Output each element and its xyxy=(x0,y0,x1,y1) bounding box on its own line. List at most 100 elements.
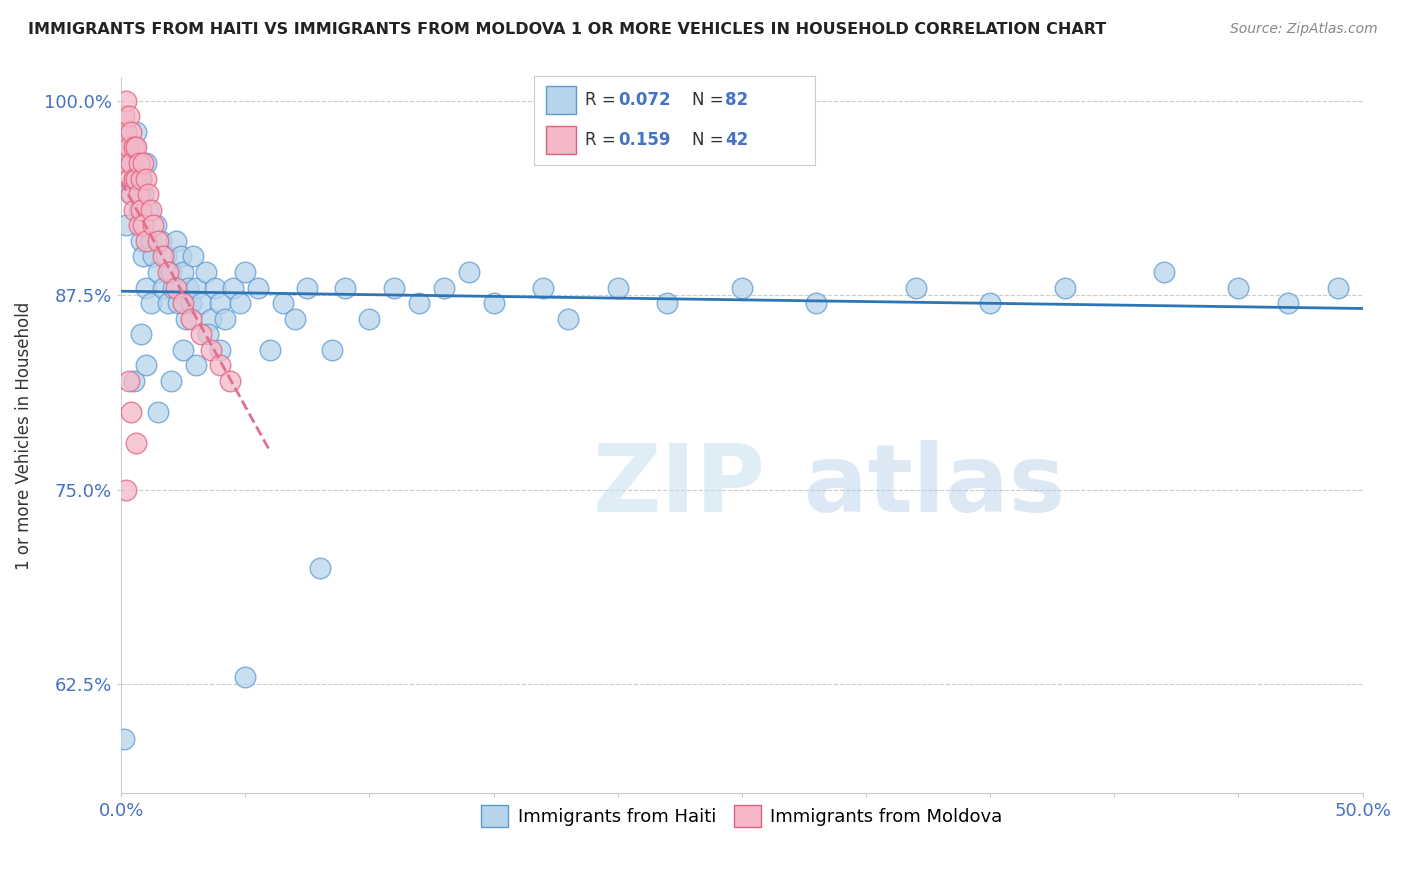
Point xyxy=(128,202,150,217)
Point xyxy=(122,171,145,186)
Point xyxy=(129,234,152,248)
Point xyxy=(1227,280,1250,294)
Point xyxy=(132,249,155,263)
Point xyxy=(149,234,172,248)
Point xyxy=(214,311,236,326)
Point xyxy=(184,359,207,373)
Point xyxy=(904,280,927,294)
Point xyxy=(333,280,356,294)
Legend: Immigrants from Haiti, Immigrants from Moldova: Immigrants from Haiti, Immigrants from M… xyxy=(474,798,1010,834)
Point xyxy=(135,280,157,294)
Point xyxy=(117,156,139,170)
Point xyxy=(135,171,157,186)
Text: N =: N = xyxy=(692,131,728,149)
Point xyxy=(132,156,155,170)
Point xyxy=(172,265,194,279)
Point xyxy=(167,296,190,310)
Point xyxy=(128,156,150,170)
Point xyxy=(246,280,269,294)
Point xyxy=(408,296,430,310)
Text: 42: 42 xyxy=(725,131,749,149)
Point xyxy=(209,343,232,357)
Point xyxy=(204,280,226,294)
Point xyxy=(128,156,150,170)
Point xyxy=(122,202,145,217)
Point xyxy=(194,265,217,279)
Point xyxy=(457,265,479,279)
Point xyxy=(129,171,152,186)
Point xyxy=(135,359,157,373)
Point xyxy=(482,296,505,310)
Point xyxy=(321,343,343,357)
Text: atlas: atlas xyxy=(804,440,1064,532)
Point xyxy=(120,405,142,419)
Point xyxy=(152,249,174,263)
Point xyxy=(190,296,212,310)
Point xyxy=(159,374,181,388)
Point xyxy=(155,249,177,263)
Point xyxy=(197,327,219,342)
Point xyxy=(157,296,180,310)
Point xyxy=(979,296,1001,310)
Point xyxy=(128,187,150,202)
Point xyxy=(129,327,152,342)
Point xyxy=(152,280,174,294)
Point xyxy=(157,265,180,279)
Point xyxy=(120,187,142,202)
Point xyxy=(139,296,162,310)
Point xyxy=(184,280,207,294)
Point xyxy=(125,125,148,139)
Point xyxy=(180,296,202,310)
Point xyxy=(177,280,200,294)
FancyBboxPatch shape xyxy=(546,126,576,154)
Point xyxy=(135,234,157,248)
Point xyxy=(120,156,142,170)
Point xyxy=(115,125,138,139)
Point xyxy=(112,109,135,123)
Point xyxy=(531,280,554,294)
Point xyxy=(125,436,148,450)
Point xyxy=(190,327,212,342)
Point xyxy=(219,374,242,388)
Point xyxy=(165,280,187,294)
Point xyxy=(138,187,160,202)
Point xyxy=(172,296,194,310)
Point xyxy=(1277,296,1299,310)
Point xyxy=(148,405,170,419)
Point xyxy=(170,249,193,263)
Text: 0.072: 0.072 xyxy=(619,91,671,109)
Text: R =: R = xyxy=(585,91,621,109)
Point xyxy=(139,234,162,248)
Text: ZIP: ZIP xyxy=(593,440,766,532)
Point xyxy=(200,311,222,326)
Point xyxy=(148,234,170,248)
Point xyxy=(433,280,456,294)
Point xyxy=(145,219,167,233)
Point xyxy=(159,265,181,279)
Point xyxy=(222,280,245,294)
Text: N =: N = xyxy=(692,91,728,109)
Point xyxy=(112,140,135,154)
Point xyxy=(139,202,162,217)
Point xyxy=(122,171,145,186)
Point xyxy=(209,359,232,373)
Point xyxy=(284,311,307,326)
Point xyxy=(117,374,139,388)
Y-axis label: 1 or more Vehicles in Household: 1 or more Vehicles in Household xyxy=(15,301,32,569)
Point xyxy=(128,219,150,233)
Point xyxy=(122,374,145,388)
Point xyxy=(122,140,145,154)
Point xyxy=(117,140,139,154)
Point xyxy=(138,202,160,217)
Point xyxy=(382,280,405,294)
Point xyxy=(200,343,222,357)
Point xyxy=(308,560,330,574)
Text: Source: ZipAtlas.com: Source: ZipAtlas.com xyxy=(1230,22,1378,37)
Point xyxy=(142,219,165,233)
Point xyxy=(731,280,754,294)
Point xyxy=(112,731,135,746)
Point xyxy=(125,171,148,186)
Point xyxy=(125,140,148,154)
Point xyxy=(120,125,142,139)
Point xyxy=(115,219,138,233)
